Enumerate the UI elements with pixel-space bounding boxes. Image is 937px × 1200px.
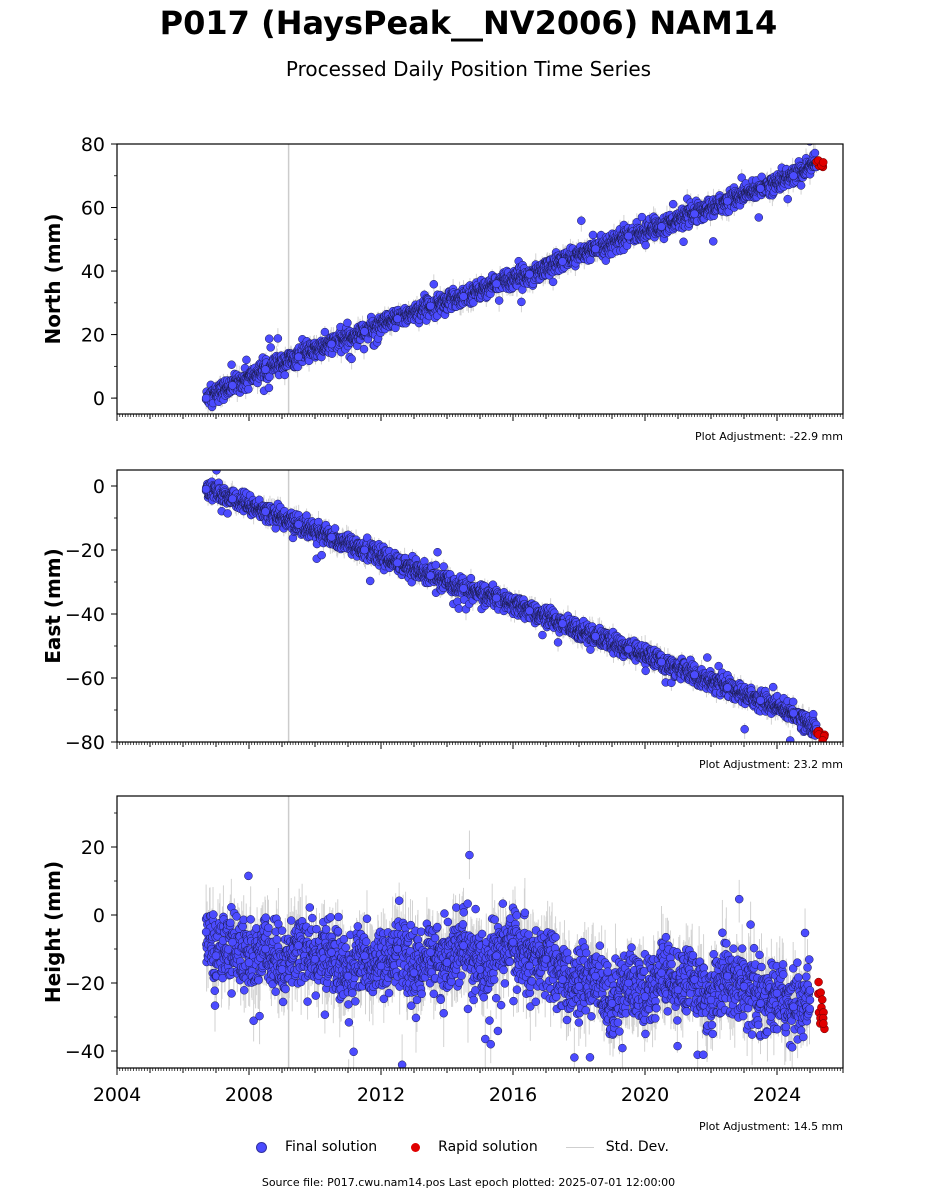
y-axis-label: North (mm) [41,213,65,344]
final-solution-point [517,297,526,307]
final-solution-point [708,237,718,246]
final-solution-value-point [558,257,567,266]
final-solution-point [273,334,283,343]
final-solution-point [601,256,611,265]
final-solution-value-point [756,184,765,193]
final-solution-point [810,148,820,158]
final-solution-point [227,360,236,369]
final-solution-points [201,144,821,412]
final-solution-value-point [591,244,600,254]
final-solution-point [754,213,764,222]
final-solution-point [796,181,806,190]
final-solution-point [242,355,251,365]
final-solution-value-point [228,381,237,390]
y-tick-label: 40 [81,261,105,283]
final-solution-point [244,384,253,394]
final-solution-point [679,237,688,247]
plot-adjustment-label: Plot Adjustment: -22.9 mm [695,430,843,443]
final-solution-value-point [624,231,633,241]
final-solution-value-point [789,171,798,181]
final-solution-point [641,240,650,250]
final-solution-value-point [261,365,270,374]
final-solution-value-point [360,327,369,336]
final-solution-point [343,318,352,328]
final-solution-point [588,230,598,240]
y-tick-label: 0 [93,388,105,410]
final-solution-point [347,354,356,364]
final-solution-value-point [657,222,666,231]
y-tick-label: 80 [81,134,105,156]
page-title: P017 (HaysPeak__NV2006) NAM14 [159,4,778,42]
final-solution-point [280,370,290,380]
final-solution-value-point [201,393,211,403]
final-solution-value-point [327,339,336,349]
final-solution-point [577,216,586,225]
final-solution-point [494,296,504,305]
panel-data [201,470,829,742]
final-solution-point [265,372,274,382]
final-solution-value-point [426,301,435,311]
final-solution-point [266,343,275,352]
final-solution-point [757,172,766,182]
final-solution-point [320,327,330,337]
final-solution-point [359,344,369,354]
final-solution-point [668,199,678,209]
y-tick-label: 20 [81,325,105,347]
final-solution-point [548,277,558,287]
final-solution-value-point [723,196,732,206]
final-solution-value-point [525,269,534,279]
page-subtitle: Processed Daily Position Time Series [285,57,652,81]
final-solution-point [264,334,274,343]
final-solution-value-point [492,279,501,289]
final-solution-value-point [459,292,468,301]
panel-0: 0 20 40 60 80 North (mm) Plot Adjustment: -22.… [41,134,844,443]
final-solution-point [737,173,746,182]
final-solution-point [264,383,274,393]
final-solution-value-point [690,209,699,219]
final-solution-value-point [393,314,402,323]
panel-data [201,144,828,414]
rapid-solution-point [818,158,828,167]
final-solution-value-point [294,352,303,362]
y-tick-label: 60 [81,198,105,220]
final-solution-point [429,280,439,289]
final-solution-point [783,194,792,204]
